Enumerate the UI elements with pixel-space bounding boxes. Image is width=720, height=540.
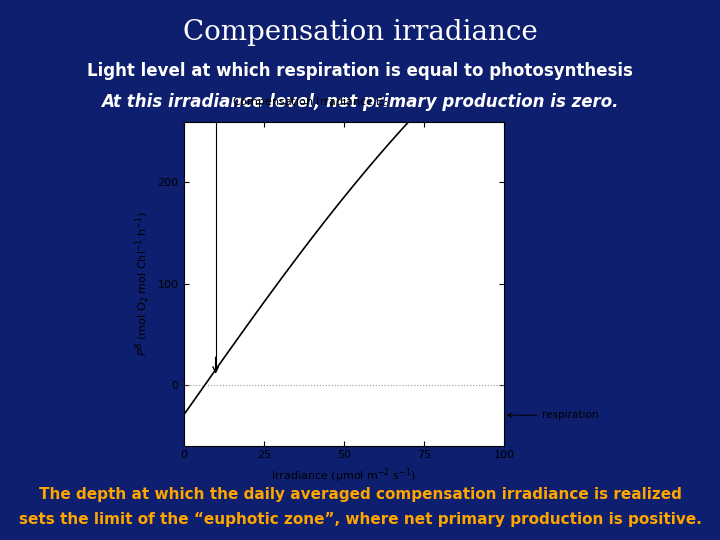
X-axis label: Irradiance (μmol m$^{-2}$ s$^{-1}$): Irradiance (μmol m$^{-2}$ s$^{-1}$) bbox=[271, 466, 416, 484]
Text: The depth at which the daily averaged compensation irradiance is realized: The depth at which the daily averaged co… bbox=[39, 487, 681, 502]
Text: Compensation Irradiance E$_c$: Compensation Irradiance E$_c$ bbox=[232, 94, 389, 109]
Y-axis label: $P^B$ (mol O$_2$ mol Chl$^{-1}$ h$^{-1}$): $P^B$ (mol O$_2$ mol Chl$^{-1}$ h$^{-1}$… bbox=[134, 211, 152, 356]
Text: At this irradiance level, net primary production is zero.: At this irradiance level, net primary pr… bbox=[102, 93, 618, 111]
Text: sets the limit of the “euphotic zone”, where net primary production is positive.: sets the limit of the “euphotic zone”, w… bbox=[19, 512, 701, 527]
Text: Light level at which respiration is equal to photosynthesis: Light level at which respiration is equa… bbox=[87, 62, 633, 80]
Text: respiration: respiration bbox=[508, 410, 599, 420]
Text: Compensation irradiance: Compensation irradiance bbox=[183, 19, 537, 46]
